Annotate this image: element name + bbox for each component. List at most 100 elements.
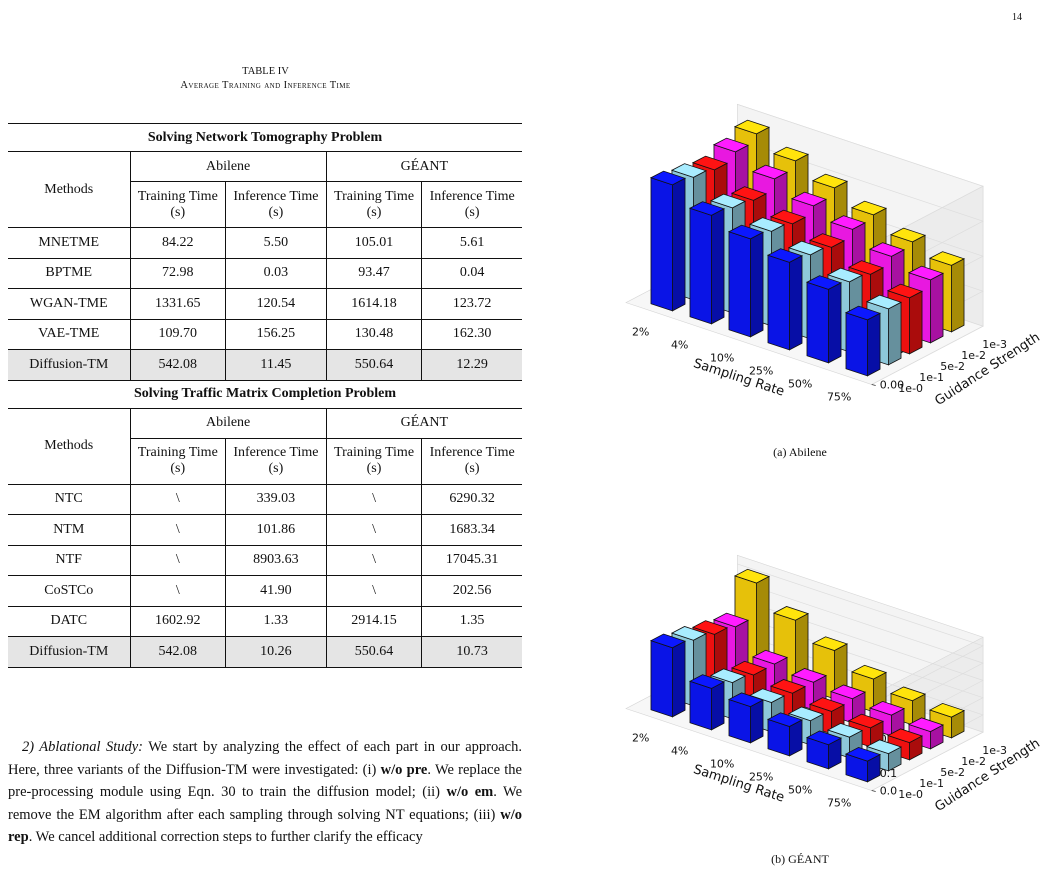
bar-side xyxy=(750,231,764,338)
bar-front xyxy=(689,207,712,325)
value-cell: 1331.65 xyxy=(129,288,226,319)
z-tick-label: 0.0 xyxy=(880,785,898,798)
x-tick-label: 75% xyxy=(827,797,851,810)
value-cell: 130.48 xyxy=(325,318,422,350)
bar-front xyxy=(767,254,790,351)
x-tick-label: 2% xyxy=(632,326,649,339)
value-cell: 5.50 xyxy=(225,227,327,258)
bar-top xyxy=(829,684,867,700)
value-cell: 1683.34 xyxy=(421,514,522,545)
bars xyxy=(649,119,966,377)
table-row: NTF \ 8903.63 \ 17045.31 xyxy=(8,544,522,576)
x-axis-label: Sampling Rate xyxy=(691,762,786,806)
bar-top xyxy=(691,620,729,635)
x-tick-label: 10% xyxy=(710,758,734,771)
table-row: NTM \ 101.86 \ 1683.34 xyxy=(8,514,522,545)
bar-top xyxy=(727,224,765,240)
method-cell: NTF xyxy=(8,544,130,576)
value-cell: 105.01 xyxy=(325,227,422,258)
bar-top xyxy=(649,170,687,186)
paragraph-text: . We cancel additional correction steps … xyxy=(28,829,423,845)
value-cell: 123.72 xyxy=(421,288,522,319)
method-cell: BPTME xyxy=(8,257,130,289)
bar-top xyxy=(709,668,747,684)
value-cell: 550.64 xyxy=(325,636,422,668)
bar-top xyxy=(886,283,924,299)
bar-top xyxy=(811,636,849,651)
bar xyxy=(805,275,843,364)
value-cell: \ xyxy=(325,575,422,606)
bar-front xyxy=(728,231,751,338)
value-cell: \ xyxy=(325,483,422,515)
bar-top xyxy=(691,155,729,171)
bar-top xyxy=(865,294,903,310)
group-header-geant: GÉANT xyxy=(325,151,522,182)
page-number: 14 xyxy=(1012,12,1022,23)
value-cell: 550.64 xyxy=(325,349,422,380)
bar-top xyxy=(769,679,807,694)
method-cell: MNETME xyxy=(8,227,130,258)
x-tick-label: 2% xyxy=(632,732,649,745)
method-cell: VAE-TME xyxy=(8,318,130,350)
bar-top xyxy=(772,146,810,162)
value-cell: 1.33 xyxy=(225,605,327,637)
value-cell: 120.54 xyxy=(225,288,327,319)
methods-header: Methods xyxy=(44,438,94,453)
bar-top xyxy=(928,251,966,266)
bar-top xyxy=(727,692,765,708)
value-cell: \ xyxy=(129,544,226,576)
bar-top xyxy=(670,163,708,178)
bar-top xyxy=(847,260,885,275)
bar xyxy=(766,248,804,351)
paragraph-text: . We remove the EM algorithm after each … xyxy=(8,784,523,823)
x-tick-label: 50% xyxy=(788,378,812,391)
bar-top xyxy=(730,186,768,201)
table-row: MNETME 84.22 5.50 105.01 5.61 xyxy=(8,227,522,258)
grid-line xyxy=(737,103,984,245)
bar-top xyxy=(688,201,726,216)
value-cell: 0.03 xyxy=(225,257,327,289)
bar-top xyxy=(844,746,882,762)
bar xyxy=(649,633,687,718)
x-tick-label: 4% xyxy=(671,745,688,758)
table-label: TABLE IV xyxy=(242,66,289,77)
bar-top xyxy=(766,248,804,263)
bar-side xyxy=(828,282,842,364)
bar-top xyxy=(889,686,927,702)
subheader: Inference Time (s) xyxy=(225,181,327,228)
subheader: Inference Time (s) xyxy=(225,438,327,484)
y-tick-label: 1e-0 xyxy=(898,382,923,395)
value-cell: 162.30 xyxy=(421,318,522,350)
y-tick-label: 1e-2 xyxy=(961,349,986,362)
value-cell: \ xyxy=(325,544,422,576)
value-cell: 6290.32 xyxy=(421,483,522,515)
bar xyxy=(766,712,804,757)
bar-top xyxy=(733,119,771,135)
value-cell: \ xyxy=(129,575,226,606)
x-tick-label: 25% xyxy=(749,365,773,378)
value-cell: 2914.15 xyxy=(325,605,422,637)
value-cell: 12.29 xyxy=(421,349,522,380)
bar xyxy=(688,674,726,731)
bar-top xyxy=(865,739,903,755)
x-axis-label: Sampling Rate xyxy=(691,356,786,400)
bar-top xyxy=(826,267,864,283)
bar-front xyxy=(806,281,829,364)
value-cell: 1.35 xyxy=(421,605,522,637)
method-cell: CoSTCo xyxy=(8,575,130,606)
bar-top xyxy=(889,227,927,243)
value-cell: 101.86 xyxy=(225,514,327,545)
bar-top xyxy=(790,668,828,683)
z-tick-mark xyxy=(871,790,876,792)
value-cell: 1602.92 xyxy=(129,605,226,637)
bar-top xyxy=(772,606,810,621)
y-tick-label: 1e-2 xyxy=(961,755,986,768)
method-cell: NTM xyxy=(8,514,130,545)
method-cell: NTC xyxy=(8,483,130,515)
value-cell: \ xyxy=(325,514,422,545)
bar xyxy=(727,224,765,338)
bar-front xyxy=(650,177,673,312)
y-tick-label: 5e-2 xyxy=(940,766,965,779)
bar-top xyxy=(805,730,843,746)
value-cell: 84.22 xyxy=(129,227,226,258)
